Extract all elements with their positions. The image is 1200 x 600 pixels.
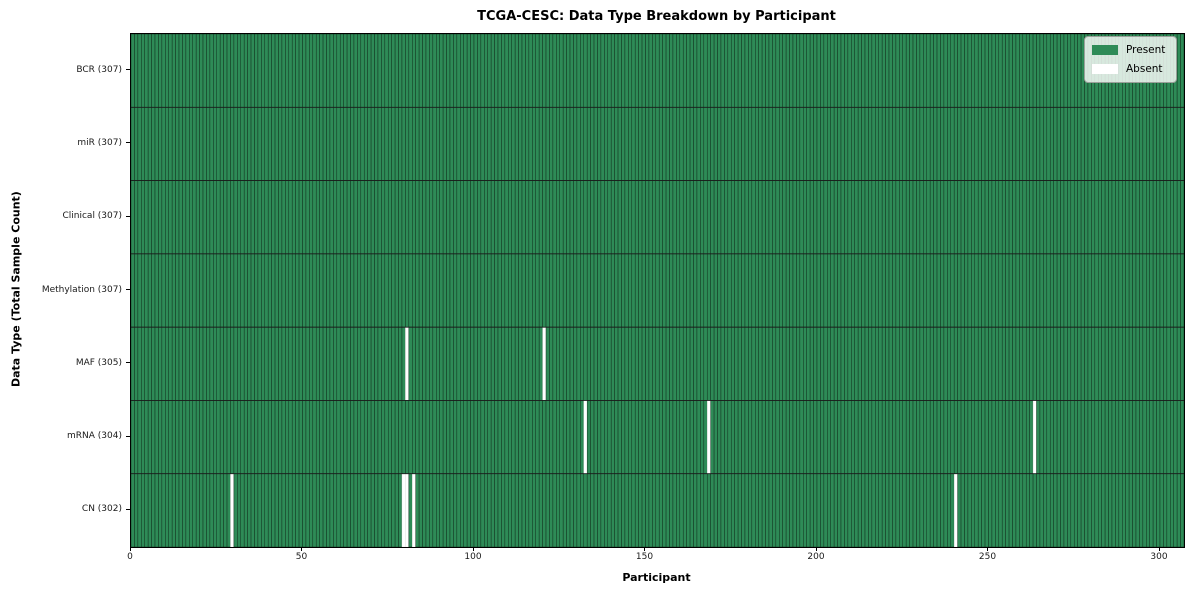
- x-tick-label: 0: [127, 552, 133, 562]
- presence-matrix: [131, 34, 1184, 547]
- row-label-Clinical: Clinical (307): [62, 211, 122, 222]
- present-swatch-icon: [1092, 45, 1118, 55]
- chart-title: TCGA-CESC: Data Type Breakdown by Partic…: [477, 9, 836, 24]
- y-tick-mark: [126, 289, 130, 290]
- y-tick-mark: [126, 142, 130, 144]
- row-label-miR: miR (307): [77, 137, 122, 148]
- legend-label-absent: Absent: [1126, 63, 1163, 75]
- absent-swatch-icon: [1092, 64, 1118, 74]
- x-tick-mark: [644, 547, 646, 551]
- x-tick-mark: [987, 547, 989, 551]
- row-label-CN: CN (302): [81, 504, 122, 515]
- x-tick-mark: [130, 547, 131, 551]
- legend-item-absent: Absent: [1092, 63, 1168, 75]
- row-label-BCR: BCR (307): [76, 64, 122, 75]
- legend-item-present: Present: [1092, 44, 1168, 56]
- row-label-Methylation: Methylation (307): [41, 284, 122, 295]
- row-label-mRNA: mRNA (304): [67, 431, 122, 442]
- x-tick-mark: [301, 547, 303, 551]
- y-tick-mark: [126, 508, 130, 510]
- y-tick-mark: [126, 362, 130, 364]
- x-tick-label: 50: [295, 552, 308, 562]
- x-tick-mark: [1158, 547, 1160, 551]
- x-tick-label: 150: [635, 552, 654, 562]
- x-tick-label: 300: [1150, 552, 1168, 562]
- y-tick-mark: [126, 69, 130, 71]
- plot-area: [130, 33, 1185, 548]
- y-tick-mark: [126, 215, 130, 217]
- legend: Present Absent: [1084, 36, 1177, 83]
- x-tick-mark: [472, 547, 474, 551]
- x-tick-label: 100: [464, 552, 482, 562]
- x-tick-label: 250: [978, 552, 997, 562]
- y-tick-mark: [126, 435, 130, 437]
- x-axis-label: Participant: [622, 571, 691, 584]
- row-label-MAF: MAF (305): [75, 357, 122, 368]
- x-tick-mark: [815, 547, 817, 551]
- legend-label-present: Present: [1126, 44, 1166, 56]
- x-tick-label: 200: [807, 552, 825, 562]
